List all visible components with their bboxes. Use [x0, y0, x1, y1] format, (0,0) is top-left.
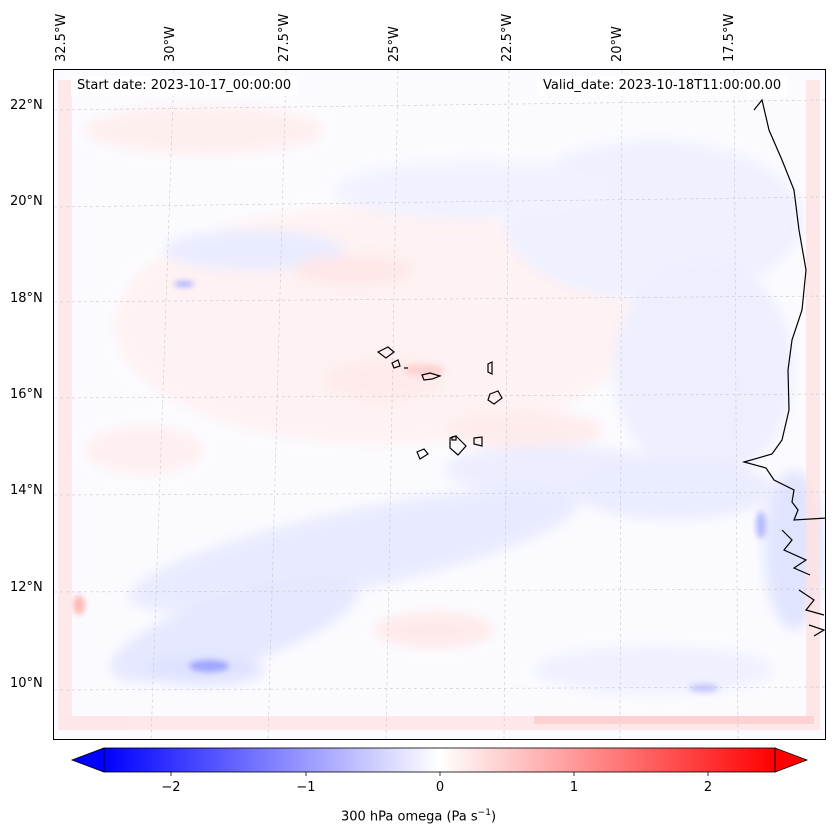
- lon-label-17-5w: 17.5°W: [722, 13, 737, 62]
- map-panel[interactable]: [53, 69, 826, 740]
- lon-label-27-5w: 27.5°W: [277, 13, 292, 62]
- lat-label-12n: 12°N: [10, 580, 43, 595]
- colorbar-tick-minus1: −1: [296, 780, 316, 795]
- lon-label-25w: 25°W: [387, 26, 402, 62]
- lat-label-14n: 14°N: [10, 483, 43, 498]
- lat-label-20n: 20°N: [10, 194, 43, 209]
- colorbar-tick-0: 0: [435, 780, 445, 795]
- valid-date-label: Valid_date: 2023-10-18T11:00:00.00: [537, 76, 788, 96]
- lat-label-16n: 16°N: [10, 387, 43, 402]
- start-date-label: Start date: 2023-10-17_00:00:00: [71, 76, 298, 96]
- lon-label-30w: 30°W: [163, 26, 178, 62]
- coastline: [741, 98, 825, 637]
- colorbar-title: 300 hPa omega (Pa s−1): [340, 808, 497, 825]
- lon-label-22-5w: 22.5°W: [500, 13, 515, 62]
- colorbar-extend-high: [774, 747, 809, 773]
- lat-label-18n: 18°N: [10, 291, 43, 306]
- colorbar-body: [103, 747, 776, 773]
- colorbar-tick-1: 1: [569, 780, 579, 795]
- colorbar-tick-minus2: −2: [161, 780, 181, 795]
- colorbar-extend-low: [70, 747, 105, 773]
- lon-label-32-5w: 32.5°W: [54, 13, 69, 62]
- cape-verde-islands: [376, 346, 503, 460]
- lon-label-20w: 20°W: [610, 26, 625, 62]
- lat-label-10n: 10°N: [10, 676, 43, 691]
- colorbar: [70, 747, 809, 776]
- omega-field: [54, 70, 825, 739]
- colorbar-tick-2: 2: [703, 780, 713, 795]
- lat-label-22n: 22°N: [10, 98, 43, 113]
